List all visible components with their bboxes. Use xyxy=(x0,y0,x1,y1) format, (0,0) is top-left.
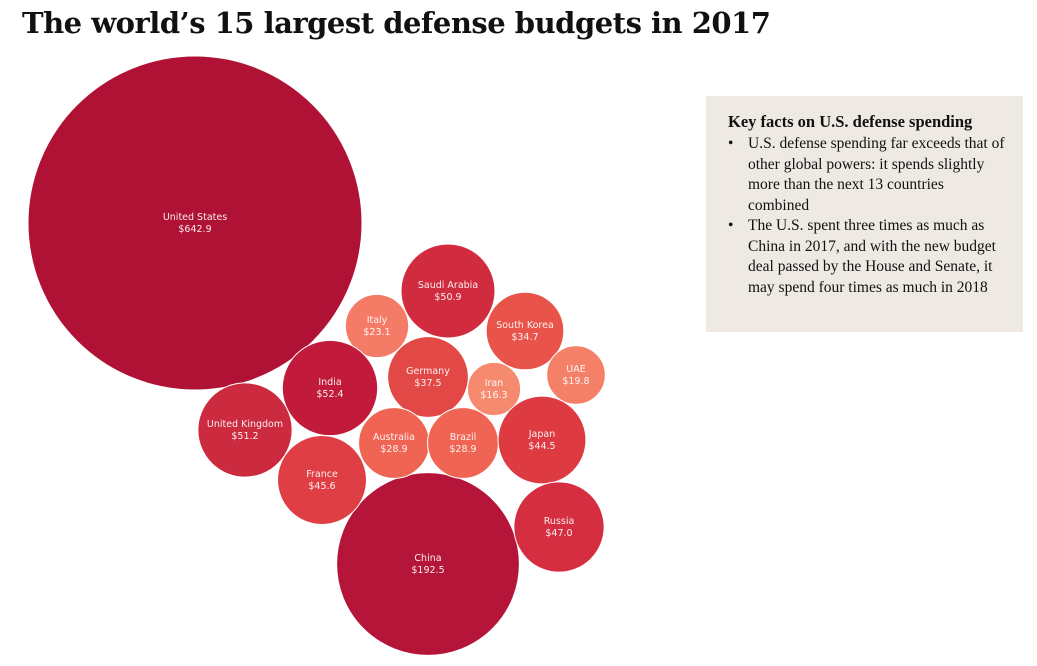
bubble-value-label: $28.9 xyxy=(380,444,407,455)
bubble-circle xyxy=(466,361,522,417)
bubble-country-label: Russia xyxy=(544,516,575,527)
bubble-value-label: $28.9 xyxy=(449,444,476,455)
bubble-value-label: $45.6 xyxy=(308,481,335,492)
bubble-circle xyxy=(344,293,410,359)
bubble-circle xyxy=(497,395,587,485)
bubble-circle xyxy=(197,382,293,478)
bubble-circle xyxy=(485,291,565,371)
bubble-uae: UAE$19.8 xyxy=(546,345,606,405)
bubble-value-label: $51.2 xyxy=(231,431,258,442)
bubble-value-label: $37.5 xyxy=(414,378,441,389)
bubble-circle xyxy=(277,435,367,525)
bubble-value-label: $23.1 xyxy=(363,327,390,338)
bubble-country-label: UAE xyxy=(566,364,585,375)
bubble-value-label: $52.4 xyxy=(316,389,343,400)
bubble-country-label: India xyxy=(318,377,341,388)
bubble-united-kingdom: United Kingdom$51.2 xyxy=(197,382,293,478)
bubble-china: China$192.5 xyxy=(336,472,520,656)
bubble-country-label: China xyxy=(414,553,441,564)
bubble-india: India$52.4 xyxy=(281,339,379,437)
bubble-circle xyxy=(27,55,363,391)
bubble-circle xyxy=(546,345,606,405)
bubble-value-label: $34.7 xyxy=(511,332,538,343)
key-fact-item: U.S. defense spending far exceeds that o… xyxy=(728,134,1005,216)
bubble-value-label: $47.0 xyxy=(545,528,572,539)
bubble-circle xyxy=(358,407,430,479)
bubble-country-label: France xyxy=(306,469,338,480)
bubble-country-label: Brazil xyxy=(450,432,477,443)
bubble-value-label: $19.8 xyxy=(562,376,589,387)
bubble-russia: Russia$47.0 xyxy=(513,481,605,573)
bubble-united-states: United States$642.9 xyxy=(27,55,363,391)
bubble-japan: Japan$44.5 xyxy=(497,395,587,485)
bubble-circle xyxy=(336,472,520,656)
bubble-country-label: Saudi Arabia xyxy=(418,280,478,291)
bubble-value-label: $50.9 xyxy=(434,292,461,303)
bubble-australia: Australia$28.9 xyxy=(358,407,430,479)
bubble-iran: Iran$16.3 xyxy=(466,361,522,417)
bubble-value-label: $642.9 xyxy=(178,224,211,235)
bubble-value-label: $16.3 xyxy=(480,390,507,401)
bubble-country-label: United States xyxy=(163,212,227,223)
bubble-country-label: Australia xyxy=(373,432,415,443)
bubble-country-label: Japan xyxy=(528,429,556,440)
bubble-italy: Italy$23.1 xyxy=(344,293,410,359)
bubble-country-label: South Korea xyxy=(496,320,554,331)
bubble-value-label: $44.5 xyxy=(528,441,555,452)
bubble-circle xyxy=(400,243,496,339)
bubble-value-label: $192.5 xyxy=(411,565,444,576)
key-facts-list: U.S. defense spending far exceeds that o… xyxy=(728,134,1005,298)
bubble-south-korea: South Korea$34.7 xyxy=(485,291,565,371)
bubble-circle xyxy=(427,407,499,479)
bubble-france: France$45.6 xyxy=(277,435,367,525)
bubble-country-label: United Kingdom xyxy=(207,419,283,430)
key-facts-panel: Key facts on U.S. defense spending U.S. … xyxy=(706,96,1023,332)
bubble-circle xyxy=(387,336,469,418)
bubble-circle xyxy=(513,481,605,573)
bubble-brazil: Brazil$28.9 xyxy=(427,407,499,479)
bubble-germany: Germany$37.5 xyxy=(387,336,469,418)
bubble-country-label: Iran xyxy=(485,378,504,389)
key-facts-heading: Key facts on U.S. defense spending xyxy=(728,112,973,131)
key-fact-item: The U.S. spent three times as much as Ch… xyxy=(728,216,1005,298)
bubble-chart: United States$642.9 China$192.5 Saudi Arab… xyxy=(27,55,606,656)
bubble-country-label: Germany xyxy=(406,366,450,377)
bubble-saudi-arabia: Saudi Arabia$50.9 xyxy=(400,243,496,339)
bubble-circle xyxy=(281,339,379,437)
page-title: The world’s 15 largest defense budgets i… xyxy=(22,6,771,40)
bubble-country-label: Italy xyxy=(367,315,388,326)
